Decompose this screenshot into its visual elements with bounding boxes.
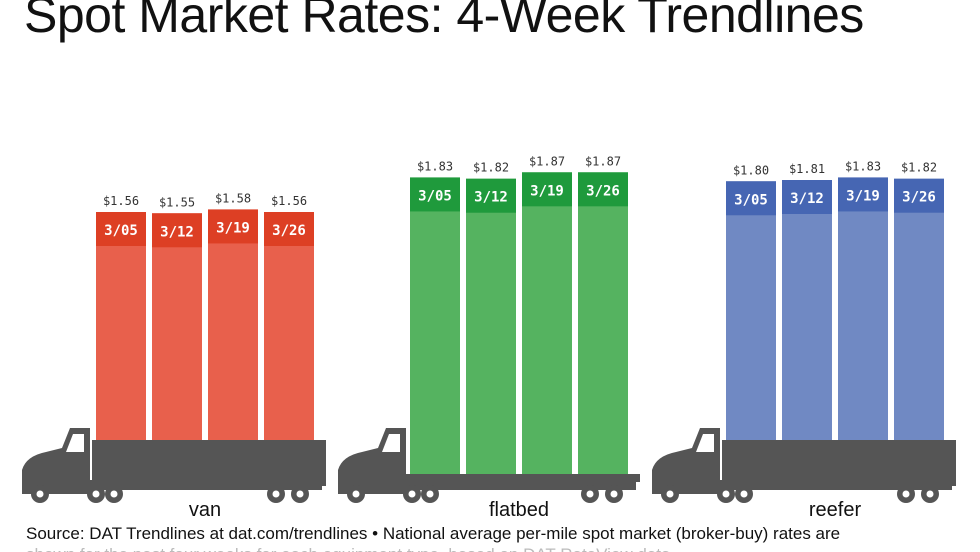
truck-hub-3	[110, 490, 118, 498]
value-label-reefer-4: $1.82	[901, 161, 937, 175]
bar-reefer-4	[894, 178, 944, 440]
truck-silhouette-2	[338, 428, 640, 503]
truck-hub-3	[426, 490, 434, 498]
truck-hub-5	[926, 490, 934, 498]
date-label-flatbed-2: 3/12	[474, 190, 508, 206]
date-label-flatbed-4: 3/26	[586, 183, 620, 199]
bar-flatbed-1	[410, 177, 460, 474]
trailer-deck	[406, 474, 640, 482]
truck-hub-3	[740, 490, 748, 498]
truck-hub-1	[666, 490, 674, 498]
bar-flatbed-2	[466, 178, 516, 474]
truck-hub-1	[352, 490, 360, 498]
date-label-reefer-1: 3/05	[734, 192, 768, 208]
truck-hub-2	[92, 490, 100, 498]
chart-title: Spot Market Rates: 4-Week Trendlines	[24, 0, 864, 43]
truck-hub-5	[296, 490, 304, 498]
truck-hub-5	[610, 490, 618, 498]
bar-cap-flatbed-1	[410, 177, 460, 212]
truck-window	[66, 434, 84, 452]
date-label-reefer-2: 3/12	[790, 191, 824, 207]
bar-reefer-2	[782, 180, 832, 440]
bar-cap-flatbed-2	[466, 178, 516, 213]
value-label-van-1: $1.56	[103, 194, 139, 208]
group-label-van: van	[189, 499, 221, 521]
bar-flatbed-3	[522, 172, 572, 474]
group-label-flatbed: flatbed	[489, 499, 549, 521]
bar-cap-reefer-2	[782, 180, 832, 214]
truck-chassis	[394, 480, 636, 490]
group-label-reefer: reefer	[809, 499, 862, 521]
value-label-reefer-1: $1.80	[733, 163, 769, 177]
truck-hub-2	[722, 490, 730, 498]
truck-window	[696, 434, 714, 452]
date-label-reefer-3: 3/19	[846, 188, 880, 204]
bar-van-2	[152, 213, 202, 440]
bar-van-4	[264, 212, 314, 440]
bar-reefer-3	[838, 177, 888, 440]
source-note-continued: shown for the past four weeks for each e…	[26, 545, 671, 552]
truck-hub-4	[902, 490, 910, 498]
bar-flatbed-4	[578, 172, 628, 474]
value-label-van-4: $1.56	[271, 194, 307, 208]
trailer-box-front-3	[722, 440, 956, 486]
value-label-flatbed-3: $1.87	[529, 154, 565, 168]
date-label-van-1: 3/05	[104, 223, 138, 239]
source-note: Source: DAT Trendlines at dat.com/trendl…	[26, 524, 841, 543]
bar-cap-reefer-4	[894, 178, 944, 213]
date-label-reefer-4: 3/26	[902, 190, 936, 206]
value-label-van-3: $1.58	[215, 191, 251, 205]
bar-cap-van-1	[96, 212, 146, 246]
date-label-van-4: 3/26	[272, 223, 306, 239]
truck-hub-1	[36, 490, 44, 498]
value-label-van-2: $1.55	[159, 195, 195, 209]
bar-cap-van-2	[152, 213, 202, 248]
truck-hub-2	[408, 490, 416, 498]
bar-cap-flatbed-4	[578, 172, 628, 207]
truck-hub-4	[272, 490, 280, 498]
bar-cap-van-4	[264, 212, 314, 246]
value-label-flatbed-1: $1.83	[417, 159, 453, 173]
value-label-flatbed-4: $1.87	[585, 154, 621, 168]
truck-hub-4	[586, 490, 594, 498]
bar-cap-van-3	[208, 209, 258, 244]
value-label-reefer-2: $1.81	[789, 162, 825, 176]
bar-cap-flatbed-3	[522, 172, 572, 207]
date-label-van-2: 3/12	[160, 224, 194, 240]
bar-van-1	[96, 212, 146, 440]
bar-reefer-1	[726, 181, 776, 440]
bar-cap-reefer-1	[726, 181, 776, 216]
value-label-flatbed-2: $1.82	[473, 161, 509, 175]
bar-cap-reefer-3	[838, 177, 888, 212]
bar-van-3	[208, 209, 258, 440]
date-label-van-3: 3/19	[216, 220, 250, 236]
date-label-flatbed-1: 3/05	[418, 188, 452, 204]
value-label-reefer-3: $1.83	[845, 159, 881, 173]
truck-window	[382, 434, 400, 452]
date-label-flatbed-3: 3/19	[530, 183, 564, 199]
trailer-box-front-1	[92, 440, 326, 486]
